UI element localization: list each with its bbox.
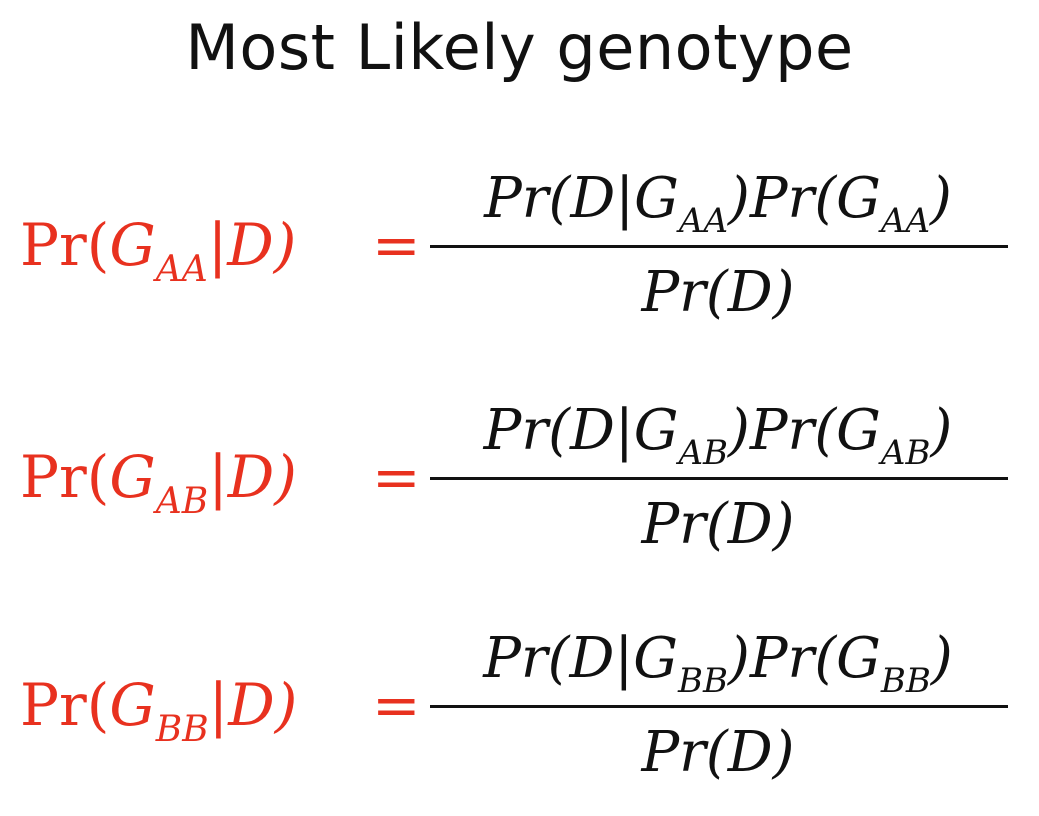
fraction-bar <box>430 705 1008 708</box>
numerator-subscript-2: BB <box>880 661 931 701</box>
numerator-part-a: Pr(D|G <box>483 626 679 691</box>
numerator-subscript-1: BB <box>678 661 729 701</box>
numerator-part-b: )Pr(G <box>728 398 881 463</box>
equals-sign: = <box>372 671 421 739</box>
denominator: Pr(D) <box>641 720 795 785</box>
lhs-genotype-subscript: BB <box>155 709 209 750</box>
fraction-bar <box>430 245 1008 248</box>
equals-sign: = <box>372 443 421 511</box>
equation-lhs: Pr(GAB|D) <box>20 437 297 520</box>
lhs-genotype: G <box>109 671 156 739</box>
fraction: Pr(D|GBB)Pr(GBB) Pr(D) <box>428 615 1008 785</box>
equation-lhs: Pr(GAA|D) <box>20 205 297 288</box>
lhs-prefix: Pr( <box>20 671 110 739</box>
fraction: Pr(D|GAA)Pr(GAA) Pr(D) <box>428 155 1008 325</box>
denominator: Pr(D) <box>641 492 795 557</box>
numerator-subscript-1: AB <box>678 433 729 473</box>
lhs-genotype: G <box>109 211 156 279</box>
lhs-prefix: Pr( <box>20 443 110 511</box>
slide-title: Most Likely genotype <box>185 11 854 84</box>
numerator-part-a: Pr(D|G <box>484 166 679 231</box>
numerator-part-b: )Pr(G <box>728 626 881 691</box>
equation-aa: Pr(GAA|D) = Pr(D|GAA)Pr(GAA) Pr(D) <box>20 155 1020 325</box>
numerator-part-a: Pr(D|G <box>483 398 679 463</box>
fraction-bar <box>430 477 1008 480</box>
lhs-suffix: |D) <box>208 443 297 511</box>
equals-sign: = <box>372 211 421 279</box>
lhs-genotype-subscript: AA <box>155 249 208 290</box>
numerator-part-c: ) <box>930 398 953 463</box>
numerator-part-c: ) <box>930 626 953 691</box>
numerator-part-c: ) <box>930 166 952 231</box>
lhs-suffix: |D) <box>208 671 298 739</box>
lhs-genotype: G <box>109 443 156 511</box>
fraction: Pr(D|GAB)Pr(GAB) Pr(D) <box>428 387 1008 557</box>
lhs-prefix: Pr( <box>20 211 110 279</box>
denominator: Pr(D) <box>641 260 795 325</box>
numerator: Pr(D|GAA)Pr(GAA) <box>428 161 1008 238</box>
numerator-subscript-1: AA <box>678 201 729 241</box>
numerator: Pr(D|GBB)Pr(GBB) <box>428 621 1008 698</box>
numerator-subscript-2: AB <box>880 433 931 473</box>
numerator: Pr(D|GAB)Pr(GAB) <box>428 393 1008 470</box>
numerator-part-b: )Pr(G <box>728 166 881 231</box>
equation-lhs: Pr(GBB|D) <box>20 665 298 748</box>
lhs-suffix: |D) <box>207 211 297 279</box>
lhs-genotype-subscript: AB <box>155 481 209 522</box>
numerator-subscript-2: AA <box>880 201 931 241</box>
equation-bb: Pr(GBB|D) = Pr(D|GBB)Pr(GBB) Pr(D) <box>20 615 1020 785</box>
equation-ab: Pr(GAB|D) = Pr(D|GAB)Pr(GAB) Pr(D) <box>20 387 1020 557</box>
